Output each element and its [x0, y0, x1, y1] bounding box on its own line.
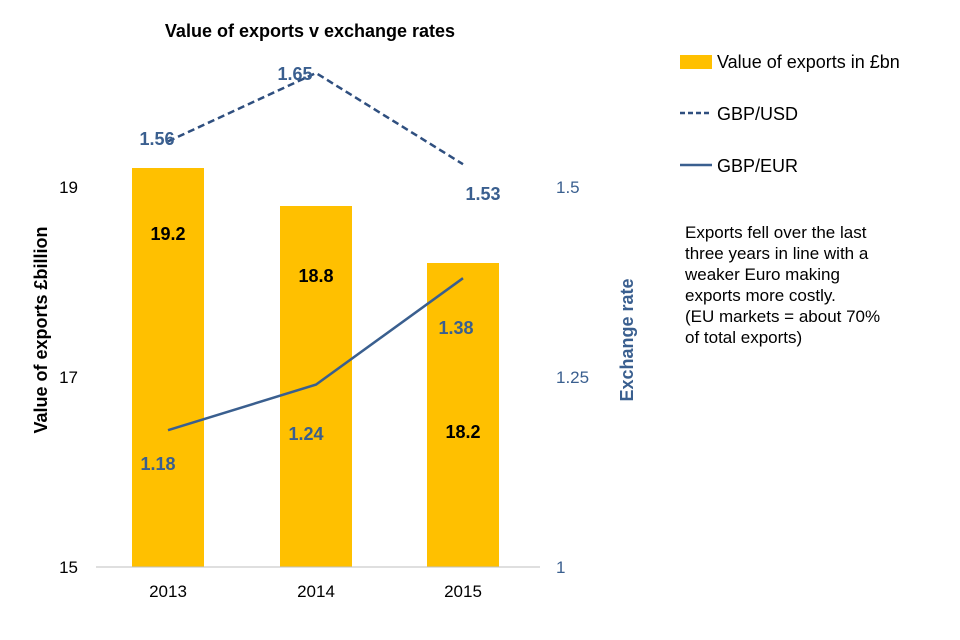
bar-data-label: 19.2 — [150, 224, 185, 244]
y2-axis-label: Exchange rate — [617, 278, 637, 401]
line-gbp-usd — [167, 71, 464, 166]
line-gbp-eur — [167, 277, 464, 432]
y2-tick-label: 1.5 — [556, 178, 580, 197]
legend-label-gbp-usd: GBP/USD — [717, 104, 798, 124]
legend-swatch-exports — [680, 55, 712, 69]
annotation-line: Exports fell over the last — [685, 223, 867, 242]
line-data-label: 1.65 — [277, 64, 312, 84]
annotation-line: of total exports) — [685, 328, 803, 347]
y2-tick-label: 1.25 — [556, 368, 589, 387]
line-data-label: 1.18 — [140, 454, 175, 474]
line-data-label: 1.53 — [465, 184, 500, 204]
bar-data-label: 18.2 — [445, 422, 480, 442]
bar — [132, 168, 204, 567]
x-tick-label: 2013 — [149, 582, 187, 601]
y-axis-label: Value of exports £billion — [31, 226, 51, 433]
annotation-line: weaker Euro making — [685, 265, 840, 284]
y2-tick-label: 1 — [556, 558, 565, 577]
y-tick-label: 15 — [59, 558, 78, 577]
legend-label-exports: Value of exports in £bn — [717, 52, 900, 72]
bar-data-label: 18.8 — [298, 266, 333, 286]
line-data-label: 1.24 — [288, 424, 323, 444]
x-tick-label: 2015 — [444, 582, 482, 601]
y-tick-label: 19 — [59, 178, 78, 197]
annotation-line: exports more costly. — [685, 286, 836, 305]
annotation-line: (EU markets = about 70% — [685, 307, 881, 326]
line-data-label: 1.38 — [438, 318, 473, 338]
annotation-line: three years in line with a — [685, 244, 869, 263]
x-tick-label: 2014 — [297, 582, 335, 601]
legend-label-gbp-eur: GBP/EUR — [717, 156, 798, 176]
chart-title: Value of exports v exchange rates — [165, 21, 455, 41]
y-tick-label: 17 — [59, 368, 78, 387]
annotation-text: Exports fell over the last three years i… — [685, 222, 955, 348]
legend: Value of exports in £bn GBP/USD GBP/EUR — [680, 52, 900, 176]
bar — [427, 263, 499, 567]
line-data-label: 1.56 — [139, 129, 174, 149]
bar — [280, 206, 352, 567]
